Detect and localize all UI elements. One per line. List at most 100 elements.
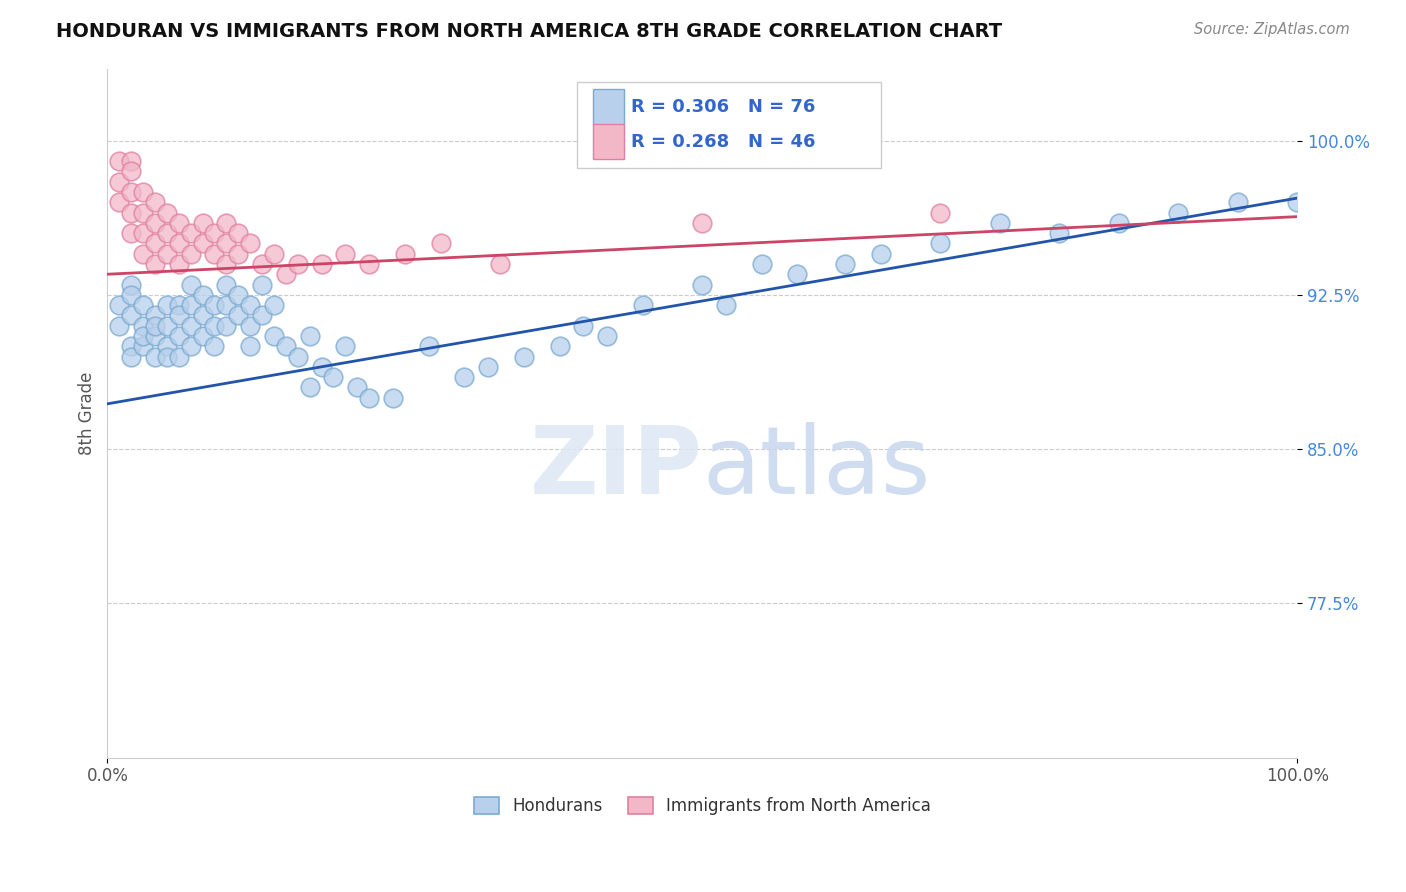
Point [263, 329, 285, 343]
Point [108, 154, 131, 169]
Point [167, 329, 190, 343]
Text: ZIP: ZIP [530, 422, 702, 514]
Text: R = 0.306   N = 76: R = 0.306 N = 76 [631, 98, 815, 116]
Point [690, 277, 713, 292]
Point [156, 318, 179, 333]
Point [359, 257, 381, 271]
Point [191, 287, 214, 301]
Point [215, 318, 238, 333]
Point [132, 329, 155, 343]
Point [274, 339, 297, 353]
Point [381, 391, 404, 405]
Point [477, 359, 499, 374]
Point [167, 236, 190, 251]
Point [204, 318, 226, 333]
Point [322, 370, 344, 384]
Point [786, 267, 808, 281]
Point [714, 298, 737, 312]
Point [335, 339, 357, 353]
Point [335, 246, 357, 260]
Point [359, 391, 381, 405]
Point [489, 257, 512, 271]
Point [287, 350, 309, 364]
Point [226, 226, 249, 240]
Point [143, 318, 166, 333]
Point [751, 257, 773, 271]
Point [226, 246, 249, 260]
Point [156, 339, 179, 353]
Point [180, 246, 202, 260]
Point [132, 246, 155, 260]
Point [167, 350, 190, 364]
Point [311, 359, 333, 374]
Point [215, 298, 238, 312]
Point [132, 318, 155, 333]
Point [167, 216, 190, 230]
Point [394, 246, 416, 260]
Text: HONDURAN VS IMMIGRANTS FROM NORTH AMERICA 8TH GRADE CORRELATION CHART: HONDURAN VS IMMIGRANTS FROM NORTH AMERIC… [56, 22, 1002, 41]
Point [239, 298, 262, 312]
Point [513, 350, 536, 364]
Point [834, 257, 856, 271]
Point [132, 298, 155, 312]
Point [120, 309, 142, 323]
Point [298, 329, 321, 343]
Point [180, 226, 202, 240]
Point [1286, 195, 1309, 210]
Point [429, 236, 451, 251]
Point [167, 298, 190, 312]
Point [631, 298, 654, 312]
Point [298, 380, 321, 394]
Point [1226, 195, 1249, 210]
Point [596, 329, 619, 343]
Point [120, 226, 142, 240]
Point [132, 205, 155, 219]
Point [239, 339, 262, 353]
Point [226, 287, 249, 301]
Text: Source: ZipAtlas.com: Source: ZipAtlas.com [1194, 22, 1350, 37]
FancyBboxPatch shape [578, 82, 880, 169]
Point [250, 309, 273, 323]
Point [869, 246, 891, 260]
Point [929, 205, 952, 219]
Point [287, 257, 309, 271]
Point [311, 257, 333, 271]
Point [167, 257, 190, 271]
Point [143, 350, 166, 364]
Point [204, 298, 226, 312]
Point [156, 246, 179, 260]
Text: R = 0.268   N = 46: R = 0.268 N = 46 [631, 133, 815, 151]
Point [572, 318, 595, 333]
Point [156, 298, 179, 312]
Point [108, 175, 131, 189]
Point [108, 298, 131, 312]
Point [180, 277, 202, 292]
Point [180, 339, 202, 353]
Point [215, 277, 238, 292]
Point [156, 350, 179, 364]
Point [418, 339, 440, 353]
Point [132, 185, 155, 199]
Point [120, 164, 142, 178]
Point [120, 350, 142, 364]
Point [191, 309, 214, 323]
Point [132, 226, 155, 240]
Point [263, 298, 285, 312]
FancyBboxPatch shape [593, 89, 624, 125]
Point [1108, 216, 1130, 230]
Point [1047, 226, 1070, 240]
Point [120, 277, 142, 292]
Point [204, 246, 226, 260]
Point [167, 309, 190, 323]
Point [156, 226, 179, 240]
Point [132, 339, 155, 353]
Point [143, 309, 166, 323]
Point [143, 329, 166, 343]
Point [120, 154, 142, 169]
Point [143, 236, 166, 251]
Point [204, 339, 226, 353]
Point [988, 216, 1011, 230]
Point [143, 257, 166, 271]
Point [929, 236, 952, 251]
Legend: Hondurans, Immigrants from North America: Hondurans, Immigrants from North America [474, 797, 931, 814]
